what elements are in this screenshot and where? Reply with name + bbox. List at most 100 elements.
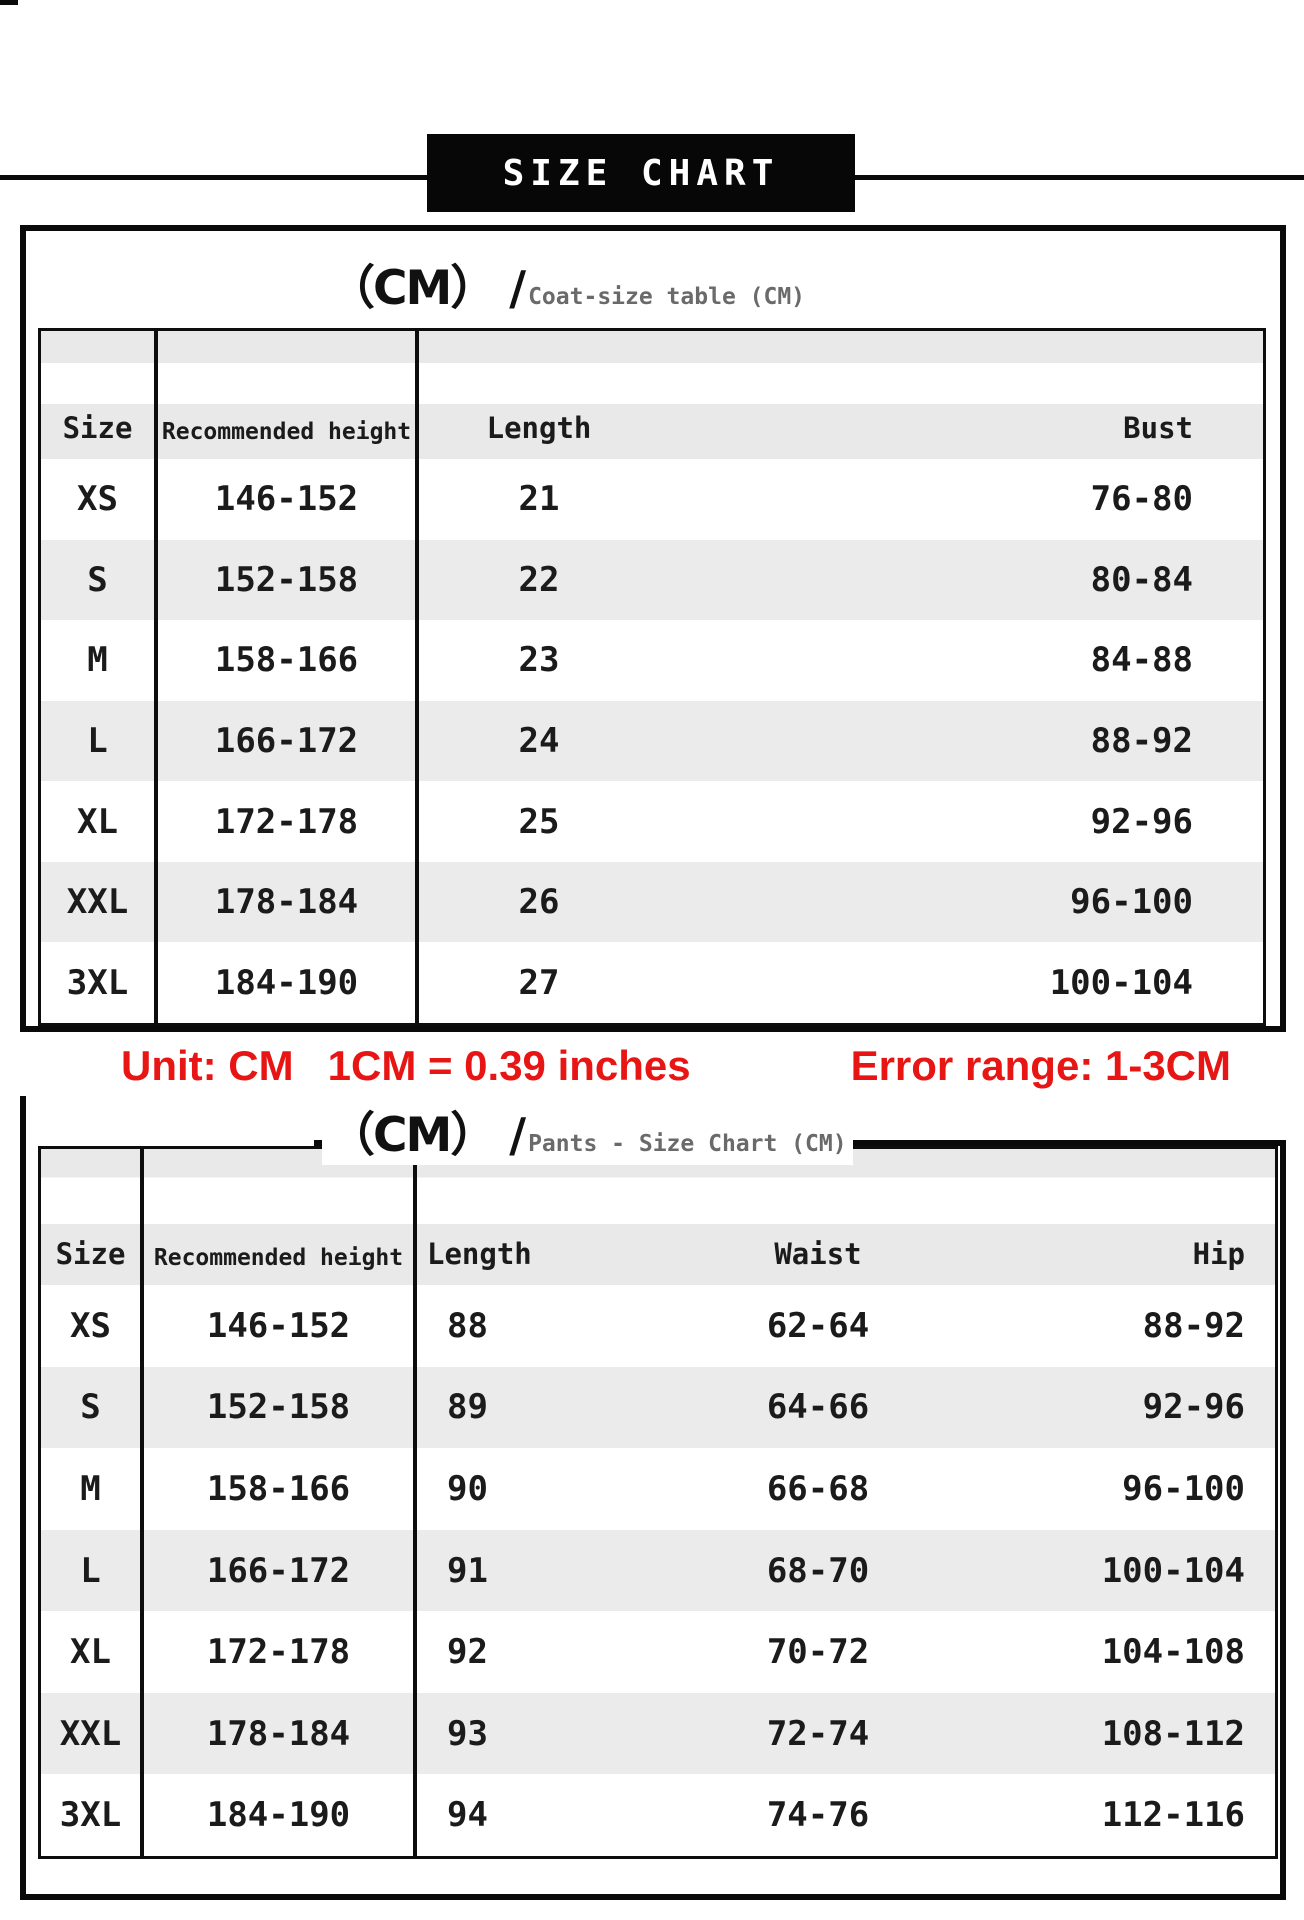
cell-waist: 72-74	[766, 1713, 870, 1754]
cell-hip: 108-112	[1101, 1713, 1245, 1754]
cell-recommended-height: 146-152	[158, 459, 419, 540]
cell-size: XL	[41, 781, 158, 862]
cell-recommended-height: 172-178	[158, 781, 419, 862]
cell-length: 89	[447, 1387, 488, 1428]
cell-recommended-height: 158-166	[144, 1448, 417, 1530]
table-row: L 166-172 24 88-92	[41, 700, 1263, 782]
coat-title-slash: /	[509, 261, 527, 315]
cell-bust: 100-104	[1049, 962, 1193, 1003]
pants-title-slash: /	[509, 1108, 527, 1162]
table-row: M 158-166 23 84-88	[41, 620, 1263, 701]
cell-size: S	[41, 1366, 144, 1449]
cell-size: S	[41, 539, 158, 621]
cell-length: 25	[518, 801, 560, 842]
unit-conversion: 1CM = 0.39 inches	[327, 1042, 691, 1089]
header-cell-bust: Bust	[659, 331, 1263, 459]
header-cell-length: Length	[417, 1149, 617, 1285]
table-row: XXL 178-184 26 96-100	[41, 861, 1263, 943]
unit-notes: Unit: CM 1CM = 0.39 inches Error range: …	[121, 1042, 1231, 1090]
border-stub-artifact	[20, 1096, 26, 1142]
cell-waist: 66-68	[766, 1468, 870, 1509]
table-row: S 152-158 22 80-84	[41, 539, 1263, 621]
cell-bust: 96-100	[1070, 882, 1193, 923]
cell-bust: 88-92	[1090, 721, 1193, 762]
cell-length: 91	[447, 1550, 488, 1591]
cell-size: XS	[41, 1285, 144, 1367]
cell-waist: 74-76	[766, 1795, 870, 1836]
cell-recommended-height: 184-190	[144, 1774, 417, 1857]
cell-size: 3XL	[41, 1774, 144, 1857]
table-row: XXL 178-184 93 72-74 108-112	[41, 1692, 1275, 1775]
cell-length: 23	[518, 640, 560, 681]
cell-length: 26	[518, 882, 560, 923]
coat-size-box: （CM） / Coat-size table (CM) Size Recommen…	[20, 225, 1286, 1032]
cell-bust: 84-88	[1090, 640, 1193, 681]
cell-recommended-height: 172-178	[144, 1611, 417, 1693]
cell-length: 92	[447, 1632, 488, 1673]
header-cell-size: Size	[41, 331, 158, 459]
coat-size-table: Size Recommended height Length Bust XS 146-15…	[38, 328, 1266, 1026]
table-row: L 166-172 91 68-70 100-104	[41, 1529, 1275, 1612]
cell-size: L	[41, 1529, 144, 1612]
cell-size: M	[41, 620, 158, 701]
cell-length: 88	[447, 1305, 488, 1346]
cell-bust: 80-84	[1090, 559, 1193, 600]
cell-size: L	[41, 700, 158, 782]
cell-length: 93	[447, 1713, 488, 1754]
cell-recommended-height: 184-190	[158, 942, 419, 1024]
cell-hip: 100-104	[1101, 1550, 1245, 1591]
table-row: XL 172-178 25 92-96	[41, 781, 1263, 862]
cell-recommended-height: 166-172	[144, 1529, 417, 1612]
header-cell-recommended-height: Recommended height	[144, 1149, 417, 1285]
pants-size-table: Size Recommended height Length Waist Hip XS 14…	[38, 1146, 1278, 1859]
cell-hip: 112-116	[1101, 1795, 1245, 1836]
cell-length: 90	[447, 1468, 488, 1509]
header-cell-waist: Waist	[617, 1149, 1019, 1285]
coat-title-cm: （CM）	[328, 261, 497, 316]
cell-size: 3XL	[41, 942, 158, 1024]
unit-label: Unit: CM	[121, 1042, 294, 1089]
coat-table-title: （CM） / Coat-size table (CM)	[322, 249, 812, 318]
cell-length: 21	[518, 479, 560, 520]
cell-size: XL	[41, 1611, 144, 1693]
cell-size: XXL	[41, 861, 158, 943]
table-row: XS 146-152 88 62-64 88-92	[41, 1285, 1275, 1367]
cell-length: 22	[518, 559, 560, 600]
cell-size: M	[41, 1448, 144, 1530]
table-row: 3XL 184-190 94 74-76 112-116	[41, 1774, 1275, 1857]
border-cover-artifact	[26, 1140, 314, 1146]
header-cell-size: Size	[41, 1149, 144, 1285]
table-row: S 152-158 89 64-66 92-96	[41, 1366, 1275, 1449]
cell-waist: 64-66	[766, 1387, 870, 1428]
cell-recommended-height: 158-166	[158, 620, 419, 701]
cell-size: XXL	[41, 1692, 144, 1775]
pants-table-title: （CM） / Pants - Size Chart (CM)	[322, 1096, 853, 1165]
size-chart-banner: SIZE CHART	[427, 134, 855, 212]
banner-title: SIZE CHART	[502, 152, 780, 194]
cell-length: 27	[518, 962, 560, 1003]
cell-recommended-height: 152-158	[158, 539, 419, 621]
cell-hip: 88-92	[1142, 1305, 1245, 1346]
cell-hip: 96-100	[1122, 1468, 1245, 1509]
header-cell-hip: Hip	[1019, 1149, 1275, 1285]
table-row: XS 146-152 21 76-80	[41, 459, 1263, 540]
corner-artifact-line	[0, 0, 18, 5]
header-cell-recommended-height: Recommended height	[158, 331, 419, 459]
coat-title-subtitle: Coat-size table (CM)	[528, 284, 806, 310]
cell-length: 24	[518, 721, 560, 762]
cell-waist: 68-70	[766, 1550, 870, 1591]
cell-recommended-height: 166-172	[158, 700, 419, 782]
pants-title-cm: （CM）	[328, 1108, 497, 1163]
cell-recommended-height: 152-158	[144, 1366, 417, 1449]
header-cell-length: Length	[419, 331, 659, 459]
table-row: 3XL 184-190 27 100-104	[41, 942, 1263, 1024]
cell-hip: 92-96	[1142, 1387, 1245, 1428]
cell-length: 94	[447, 1795, 488, 1836]
cell-waist: 62-64	[766, 1305, 870, 1346]
cell-recommended-height: 146-152	[144, 1285, 417, 1367]
pants-title-subtitle: Pants - Size Chart (CM)	[528, 1131, 847, 1157]
unit-note: Unit: CM 1CM = 0.39 inches	[121, 1042, 691, 1090]
cell-bust: 92-96	[1090, 801, 1193, 842]
cell-waist: 70-72	[766, 1632, 870, 1673]
